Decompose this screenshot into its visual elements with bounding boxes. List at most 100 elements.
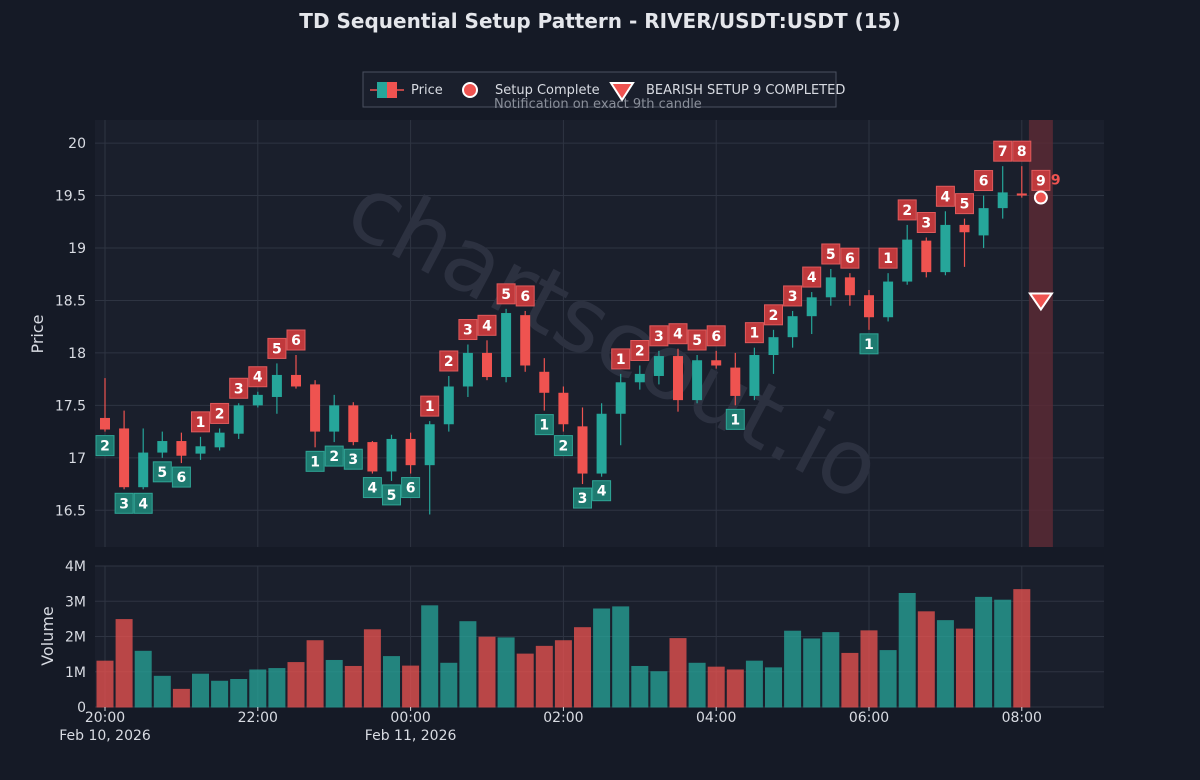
setup-count-text: 4 <box>482 318 492 334</box>
setup-count-box <box>152 461 172 483</box>
setup-markers: 9 <box>1027 172 1061 312</box>
candle-body <box>921 240 932 273</box>
setup-count-text: 4 <box>941 189 951 205</box>
volume-bar <box>898 592 916 708</box>
setup-count-text: 5 <box>501 287 511 303</box>
setup-count-text: 4 <box>673 327 683 343</box>
volume-bar <box>593 608 611 708</box>
candle <box>883 273 894 322</box>
setup-count-box <box>974 170 994 192</box>
candles <box>100 166 1046 515</box>
candle-body <box>844 277 855 296</box>
setup-count-text: 1 <box>425 399 435 415</box>
candle-body <box>596 413 607 474</box>
candle <box>711 350 722 369</box>
candle-body <box>634 373 645 383</box>
volume-bars <box>96 589 1031 708</box>
setup-count-label: 4 <box>477 314 497 336</box>
volume-tick-label: 0 <box>77 700 86 716</box>
setup-count-label: 2 <box>764 304 783 326</box>
setup-count-box <box>993 140 1013 162</box>
setup-count-box <box>840 247 860 269</box>
setup-count-box <box>706 325 726 347</box>
candle-body <box>252 394 263 406</box>
setup-count-label: 2 <box>324 445 344 467</box>
setup-count-label: 4 <box>935 185 955 207</box>
candle-body <box>1016 193 1027 196</box>
candle <box>119 410 130 490</box>
candle <box>348 402 359 446</box>
candle <box>252 391 263 408</box>
setup-count-label: 4 <box>592 480 612 502</box>
volume-bar <box>669 638 687 708</box>
volume-bar <box>96 660 114 708</box>
candle <box>596 403 607 477</box>
setup-count-label: 5 <box>152 461 172 483</box>
setup-count-box <box>649 325 669 347</box>
chart-title: TD Sequential Setup Pattern - RIVER/USDT… <box>299 9 900 33</box>
volume-bar <box>383 656 400 708</box>
candle-body <box>787 316 798 338</box>
candle <box>959 218 970 267</box>
setup-count-text: 2 <box>559 439 569 455</box>
setup-count-text: 3 <box>654 329 664 345</box>
candle <box>291 355 301 389</box>
legend-bearish-label: BEARISH SETUP 9 COMPLETED <box>646 83 845 98</box>
setup-count-box <box>534 414 554 436</box>
setup-count-text: 4 <box>253 370 263 386</box>
candle-body <box>978 208 989 236</box>
setup-count-box <box>477 314 497 336</box>
candle <box>634 365 645 390</box>
candle-body <box>367 442 378 472</box>
volume-bar <box>153 675 171 708</box>
setup-count-box <box>668 323 688 345</box>
setup-count-label: 2 <box>553 435 573 457</box>
setup-count-text: 6 <box>177 470 187 486</box>
volume-bar <box>554 640 572 708</box>
x-tick-time: 06:00 <box>849 710 889 726</box>
candle-body <box>348 405 359 443</box>
setup-count-text: 4 <box>368 481 378 497</box>
setup-count-box <box>95 435 115 457</box>
candle-body <box>233 405 244 434</box>
candle-body <box>291 374 301 387</box>
setup-count-text: 5 <box>960 197 970 213</box>
candle-body <box>482 352 492 378</box>
setup-count-text: 4 <box>807 270 817 286</box>
setup-count-label: 1 <box>611 348 631 370</box>
setup-count-text: 1 <box>883 251 893 267</box>
setup-count-label: 2 <box>439 350 459 372</box>
candle-body <box>673 356 683 401</box>
candle-body <box>386 438 397 472</box>
setup-count-label: 4 <box>668 323 688 345</box>
setup-count-label: 8 <box>1012 140 1032 162</box>
candle <box>997 166 1008 219</box>
candle <box>577 407 588 485</box>
setup-count-box <box>267 337 287 359</box>
setup-count-label: 4 <box>248 366 268 388</box>
setup-count-label: 1 <box>420 395 440 417</box>
volume-bar <box>344 665 362 708</box>
candle <box>443 375 454 432</box>
volume-bar <box>879 650 897 708</box>
setup-count-text: 9 <box>1036 173 1046 189</box>
volume-bar <box>363 629 381 708</box>
candle-body <box>711 360 722 366</box>
setup-count-box <box>515 285 535 307</box>
setup-count-label: 3 <box>229 377 249 399</box>
setup-count-label: 4 <box>362 477 382 499</box>
setup-count-text: 1 <box>539 418 549 434</box>
price-axis-label: Price <box>28 314 47 353</box>
setup-count-text: 2 <box>444 354 454 370</box>
volume-bar <box>975 596 993 708</box>
setup-count-label: 1 <box>534 414 554 436</box>
x-tick-date: Feb 11, 2026 <box>365 728 457 744</box>
volume-bar <box>1013 589 1031 708</box>
price-tick-label: 16.5 <box>55 503 86 519</box>
setup-count-label: 1 <box>878 247 898 269</box>
setup-count-text: 2 <box>215 406 225 422</box>
setup-count-box <box>362 477 382 499</box>
setup-count-text: 6 <box>845 251 855 267</box>
setup-count-box <box>133 492 153 514</box>
volume-bar <box>535 645 553 708</box>
